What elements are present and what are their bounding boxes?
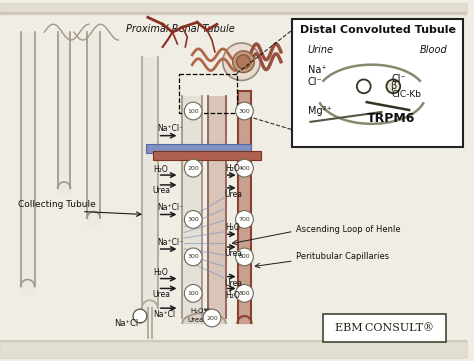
Bar xyxy=(182,96,202,318)
Text: H₂O: H₂O xyxy=(153,268,167,277)
Bar xyxy=(146,144,251,153)
Text: 200: 200 xyxy=(206,316,218,321)
Text: Peritubular Capillaries: Peritubular Capillaries xyxy=(296,252,389,261)
Text: Urine: Urine xyxy=(308,45,334,55)
Bar xyxy=(142,57,158,308)
Bar xyxy=(237,91,251,323)
Circle shape xyxy=(223,43,260,81)
Text: H₂O: H₂O xyxy=(225,291,239,300)
Text: Cl⁻: Cl⁻ xyxy=(392,74,406,84)
Bar xyxy=(21,32,35,287)
Text: 100: 100 xyxy=(187,109,199,113)
Circle shape xyxy=(203,309,221,327)
Text: Distal Convoluted Tubule: Distal Convoluted Tubule xyxy=(300,25,456,35)
Circle shape xyxy=(236,159,253,177)
Text: 300: 300 xyxy=(187,217,199,222)
Bar xyxy=(208,96,226,318)
Circle shape xyxy=(133,309,147,323)
Text: Urea: Urea xyxy=(153,290,171,299)
Text: Na⁺Cl⁻: Na⁺Cl⁻ xyxy=(158,124,184,133)
Circle shape xyxy=(357,79,371,93)
Text: 300: 300 xyxy=(187,255,199,260)
Text: Urea: Urea xyxy=(225,279,243,288)
Bar xyxy=(58,32,71,188)
Text: Ascending Loop of Henle: Ascending Loop of Henle xyxy=(296,225,401,234)
Bar xyxy=(87,32,100,218)
Text: TRPM6: TRPM6 xyxy=(367,112,415,125)
Circle shape xyxy=(236,102,253,120)
Text: Urea: Urea xyxy=(188,317,204,323)
Circle shape xyxy=(236,248,253,266)
Text: Na⁺Cl⁻: Na⁺Cl⁻ xyxy=(158,238,184,247)
Circle shape xyxy=(386,79,400,93)
Text: 200: 200 xyxy=(187,166,199,171)
Circle shape xyxy=(184,102,202,120)
Text: 400: 400 xyxy=(238,166,250,171)
Text: Mg²⁺: Mg²⁺ xyxy=(308,106,331,116)
Text: Collecting Tubule: Collecting Tubule xyxy=(18,200,95,209)
Text: ClC-Kb: ClC-Kb xyxy=(392,90,421,99)
Circle shape xyxy=(237,55,250,69)
FancyBboxPatch shape xyxy=(323,314,446,342)
Bar xyxy=(153,151,261,160)
Text: Blood: Blood xyxy=(420,45,447,55)
Text: 700: 700 xyxy=(238,217,250,222)
Text: Na⁺: Na⁺ xyxy=(308,65,326,75)
Text: H₂O: H₂O xyxy=(153,165,167,174)
Circle shape xyxy=(184,159,202,177)
Text: EBM CONSULT®: EBM CONSULT® xyxy=(335,323,434,333)
Circle shape xyxy=(236,284,253,302)
Text: H₂O: H₂O xyxy=(225,223,239,232)
Text: Urea: Urea xyxy=(153,186,171,195)
Text: Proximal Renal Tubule: Proximal Renal Tubule xyxy=(126,24,235,34)
Text: H₂O: H₂O xyxy=(191,308,204,314)
Text: Cl⁻: Cl⁻ xyxy=(308,77,322,87)
Text: β: β xyxy=(390,81,396,91)
Circle shape xyxy=(236,210,253,228)
Circle shape xyxy=(233,51,255,73)
Text: Urea: Urea xyxy=(225,249,243,258)
Text: Urea: Urea xyxy=(225,190,243,199)
Text: 800: 800 xyxy=(238,255,250,260)
Text: H₂O: H₂O xyxy=(225,164,239,173)
Text: 300: 300 xyxy=(238,109,250,113)
Circle shape xyxy=(184,284,202,302)
Text: 800: 800 xyxy=(238,291,250,296)
Circle shape xyxy=(184,210,202,228)
Text: Na⁺Cl⁻: Na⁺Cl⁻ xyxy=(158,203,184,212)
Circle shape xyxy=(184,248,202,266)
Text: 100: 100 xyxy=(187,291,199,296)
FancyBboxPatch shape xyxy=(292,19,463,148)
Text: Na⁺Cl⁻: Na⁺Cl⁻ xyxy=(114,319,143,329)
Text: Na⁺Cl: Na⁺Cl xyxy=(153,310,175,318)
